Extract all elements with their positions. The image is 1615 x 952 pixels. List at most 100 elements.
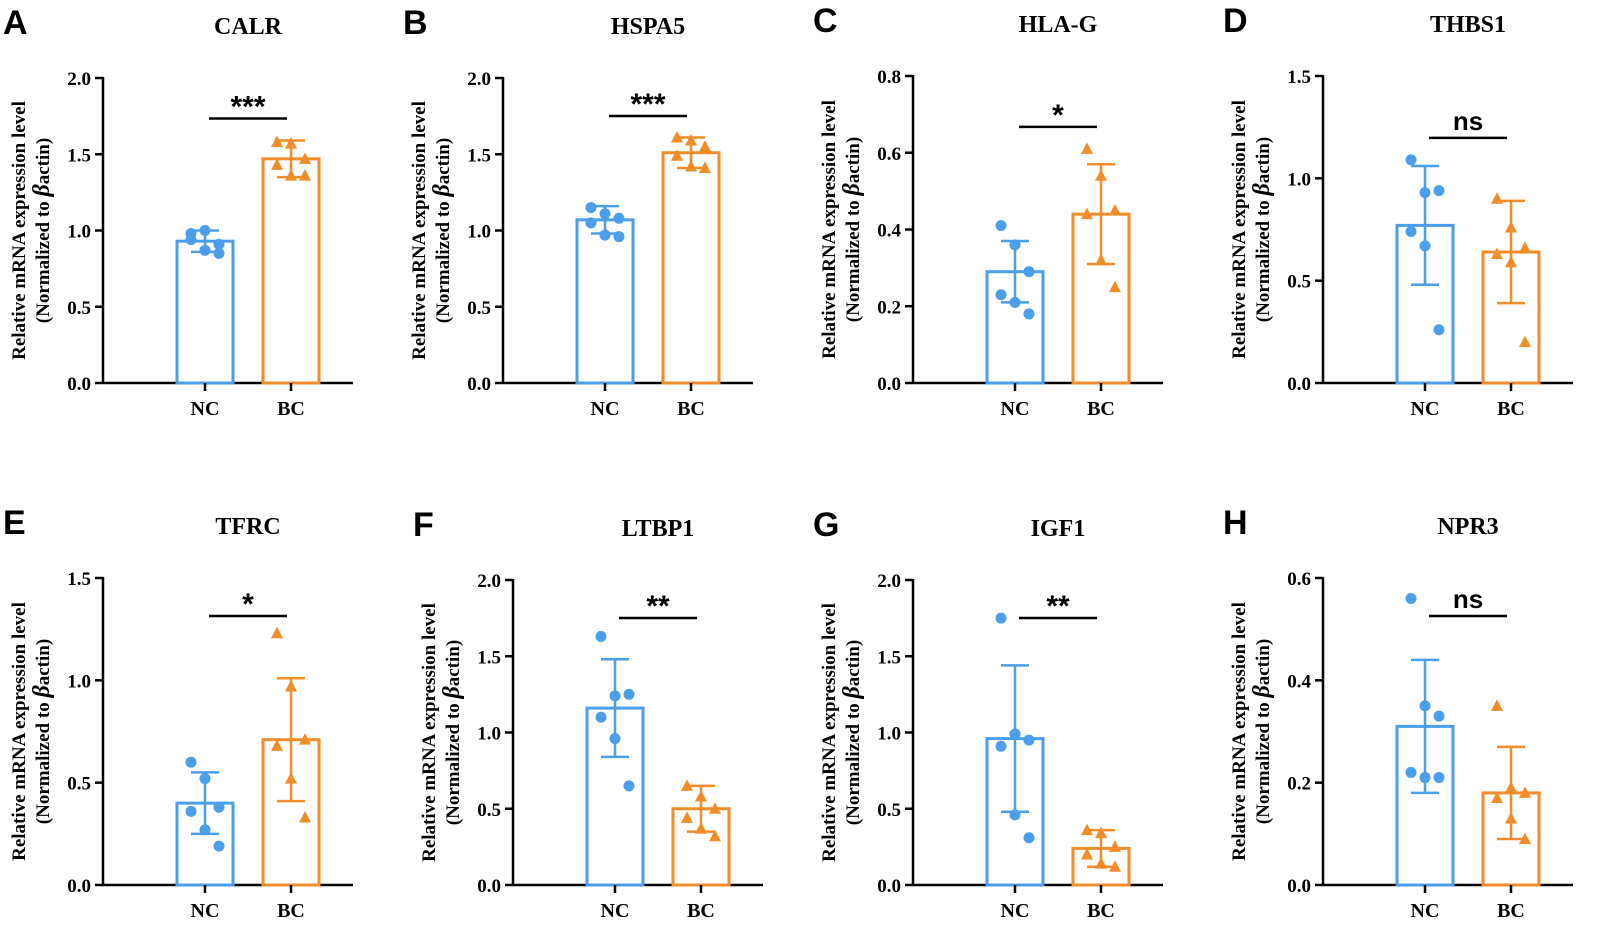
x-tick-label: NC: [591, 398, 620, 420]
panel-letter: H: [1223, 504, 1248, 542]
data-point-nc: [199, 225, 211, 236]
y-axis-label-line1: Relative mRNA expression level: [409, 101, 430, 360]
data-point-nc: [995, 740, 1007, 752]
data-point-nc: [185, 756, 197, 768]
y-axis-label-beta: β: [29, 685, 55, 699]
data-point-nc: [609, 733, 621, 745]
y-axis-label-line1: Relative mRNA expression level: [419, 603, 440, 862]
data-point-bc: [671, 149, 683, 161]
data-point-bc: [695, 790, 707, 802]
chart-panel-d: D THBS1 Relative mRNA expression level (Nor…: [1223, 2, 1573, 420]
y-tick-label: 0.5: [467, 298, 491, 319]
y-axis-label: Relative mRNA expression level (Normalize…: [1229, 100, 1275, 359]
x-tick-label: BC: [1087, 398, 1115, 420]
data-point-bc: [1519, 832, 1531, 844]
data-point-nc: [995, 220, 1007, 232]
data-point-nc: [199, 824, 211, 836]
x-tick-label: NC: [601, 900, 630, 922]
y-axis-label-beta: β: [839, 183, 865, 197]
data-point-bc: [685, 159, 697, 172]
y-tick-label: 1.0: [467, 222, 491, 243]
data-point-nc: [1009, 296, 1021, 308]
y-tick-label: 0.5: [67, 774, 91, 795]
bar-nc: [575, 218, 635, 385]
y-tick-label: 0.0: [477, 876, 501, 897]
data-point-nc: [1419, 187, 1431, 199]
chart-title: TFRC: [215, 514, 280, 540]
y-axis-label-suffix: actin): [1253, 639, 1274, 685]
data-point-bc: [285, 679, 297, 692]
y-tick-label: 0.0: [67, 374, 91, 395]
y-axis-label-beta: β: [429, 184, 455, 198]
data-point-bc: [1081, 823, 1093, 836]
y-axis-label-suffix: actin): [1253, 137, 1274, 183]
y-axis-label-suffix: actin): [33, 639, 54, 685]
panel-letter: A: [3, 4, 28, 42]
x-tick-label: BC: [1497, 900, 1525, 922]
y-axis-label-line1: Relative mRNA expression level: [9, 602, 30, 861]
data-point-nc: [1433, 772, 1445, 784]
data-point-bc: [271, 626, 283, 639]
significance-label: *: [242, 588, 254, 621]
y-tick-label: 1.0: [67, 671, 91, 692]
data-point-nc: [213, 801, 225, 813]
data-point-nc: [609, 690, 621, 702]
y-tick-label: 1.5: [67, 145, 91, 166]
y-tick-label: 2.0: [467, 69, 491, 90]
data-point-bc: [709, 802, 721, 814]
x-tick-label: BC: [277, 398, 305, 420]
data-point-nc: [1405, 592, 1417, 604]
data-point-nc: [613, 212, 625, 224]
significance-label: **: [1046, 590, 1070, 623]
x-tick-label: NC: [191, 900, 220, 922]
data-point-nc: [1023, 266, 1035, 278]
chart-title: HLA-G: [1019, 12, 1098, 38]
data-point-nc: [1419, 772, 1431, 784]
x-tick-label: BC: [677, 398, 705, 420]
data-point-nc: [1405, 154, 1417, 166]
y-tick-label: 0.0: [1287, 374, 1311, 395]
data-point-bc: [285, 169, 297, 181]
chart-title: IGF1: [1031, 516, 1086, 542]
chart-panel-a: A CALR Relative mRNA expression level (Norm…: [3, 4, 353, 420]
y-tick-label: 0.4: [1287, 671, 1311, 692]
y-axis-label-line2: (Normalized to: [843, 196, 864, 323]
data-point-bc: [285, 772, 297, 784]
data-point-bc: [1095, 857, 1107, 869]
y-axis-label-beta: β: [439, 686, 465, 700]
y-tick-label: 1.0: [1287, 169, 1311, 190]
y-tick-label: 1.5: [477, 647, 501, 668]
x-tick-label: BC: [1497, 398, 1525, 420]
data-point-bc: [299, 169, 311, 181]
data-point-nc: [213, 247, 225, 259]
x-tick-label: BC: [687, 900, 715, 922]
x-tick-label: NC: [1411, 900, 1440, 922]
y-axis-label-line2: (Normalized to: [1253, 698, 1274, 825]
y-axis-label-suffix: actin): [33, 138, 54, 184]
bar-nc: [175, 239, 235, 385]
data-point-nc: [1433, 324, 1445, 336]
chart-title: CALR: [214, 14, 283, 40]
y-tick-label: 1.5: [67, 569, 91, 590]
data-point-bc: [285, 137, 297, 149]
data-point-bc: [695, 822, 707, 834]
y-tick-label: 2.0: [477, 571, 501, 592]
data-point-nc: [185, 234, 197, 246]
chart-title: HSPA5: [611, 14, 685, 40]
chart-title: THBS1: [1430, 12, 1506, 38]
y-tick-label: 0.2: [1287, 774, 1311, 795]
data-point-nc: [599, 229, 611, 241]
panel-letter: C: [813, 2, 838, 40]
data-point-bc: [1095, 826, 1107, 839]
y-tick-label: 0.6: [1287, 569, 1311, 590]
data-point-nc: [613, 231, 625, 243]
panel-letter: B: [403, 4, 428, 42]
data-point-bc: [671, 130, 683, 143]
data-point-bc: [1505, 811, 1517, 824]
y-axis-label-line1: Relative mRNA expression level: [1229, 602, 1250, 861]
data-point-bc: [1519, 335, 1531, 348]
significance-label: ns: [1453, 584, 1483, 614]
chart-panel-b: B HSPA5 Relative mRNA expression level (Nor…: [403, 4, 753, 420]
y-axis-label: Relative mRNA expression level (Normalize…: [819, 603, 865, 862]
y-axis-label-line2: (Normalized to: [843, 699, 864, 826]
